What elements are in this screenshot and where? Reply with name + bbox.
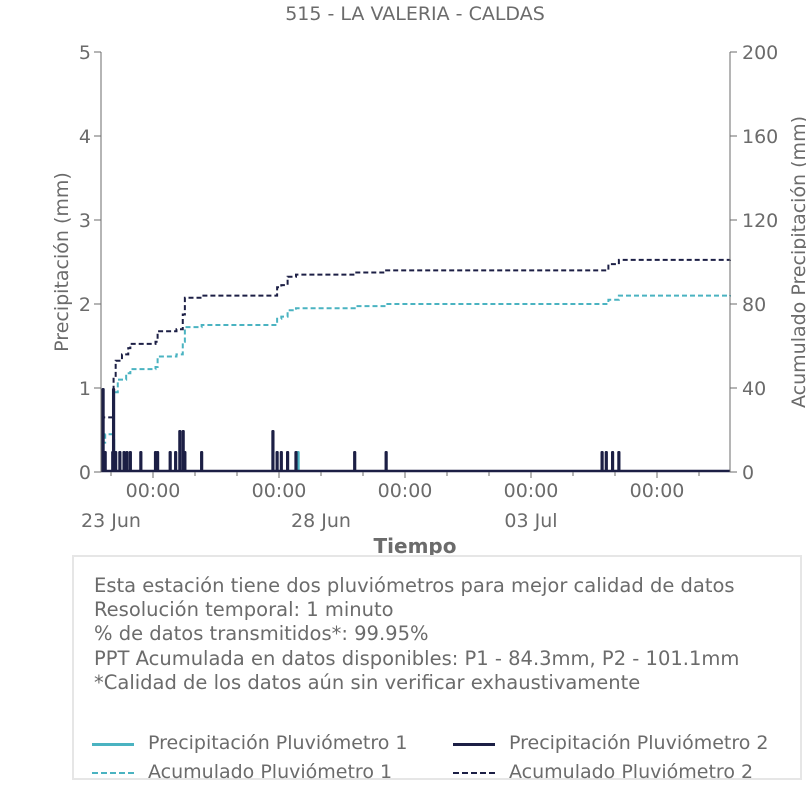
bar-p2 <box>103 451 107 472</box>
info-line: % de datos transmitidos*: 99.95% <box>94 622 429 646</box>
bar-p2 <box>174 451 178 472</box>
bar-p2 <box>122 451 126 472</box>
x-axis-title: Tiempo <box>374 534 457 556</box>
y-tick-label: 1 <box>79 378 91 400</box>
bar-p2 <box>183 451 187 472</box>
y2-tick-label: 200 <box>742 42 778 64</box>
bar-p2 <box>128 451 132 472</box>
x-date-tick-label: 23 Jun <box>81 510 141 532</box>
bar-p2 <box>101 388 105 472</box>
x-time-tick-label: 00:00 <box>378 480 433 502</box>
y-tick-label: 4 <box>79 126 91 148</box>
y-axis-title: Precipitación (mm) <box>51 172 73 352</box>
bar-p2 <box>168 451 172 472</box>
bar-p2 <box>604 451 608 472</box>
x-time-tick-label: 00:00 <box>126 480 181 502</box>
bar-p2 <box>294 451 298 472</box>
bar-p2 <box>279 451 283 472</box>
legend-label: Precipitación Pluviómetro 1 <box>148 732 408 754</box>
bar-p2 <box>610 451 615 472</box>
x-time-tick-label: 00:00 <box>630 480 685 502</box>
y2-axis-title: Acumulado Precipitación (mm) <box>788 116 806 408</box>
bar-p2 <box>600 451 604 472</box>
info-line: *Calidad de los datos aún sin verificar … <box>94 670 641 694</box>
y-tick-label: 0 <box>79 462 91 484</box>
y-tick-label: 2 <box>79 294 91 316</box>
info-line: Resolución temporal: 1 minuto <box>94 598 394 622</box>
chart-title: 515 - LA VALERIA - CALDAS <box>285 3 545 25</box>
legend-label: Acumulado Pluviómetro 2 <box>509 761 754 783</box>
legend-swatch-p2 <box>453 743 495 746</box>
bar-p2 <box>353 451 357 472</box>
bar-p2 <box>617 451 621 472</box>
bar-p2 <box>125 451 129 472</box>
bar-p2 <box>111 388 116 472</box>
bar-p2 <box>271 430 275 472</box>
y-tick-label: 3 <box>79 210 91 232</box>
info-box: Esta estación tiene dos pluviómetros par… <box>72 555 802 783</box>
bar-p2 <box>118 451 122 472</box>
x-date-tick-label: 28 Jun <box>291 510 351 532</box>
y-tick-label: 5 <box>79 42 91 64</box>
axes: 0 1 2 3 4 5 0 40 80 120 160 200 00:00 00:00 00:00 00:00… <box>79 42 778 532</box>
y2-tick-label: 0 <box>742 462 754 484</box>
x-time-tick-label: 00:00 <box>252 480 307 502</box>
x-date-tick-label: 03 Jul <box>504 510 557 532</box>
y2-tick-label: 160 <box>742 126 778 148</box>
legend-swatch-acum-p2 <box>453 772 495 774</box>
info-line: Esta estación tiene dos pluviómetros par… <box>94 574 735 597</box>
y2-tick-label: 40 <box>742 378 766 400</box>
y2-tick-label: 120 <box>742 210 778 232</box>
legend-label: Precipitación Pluviómetro 2 <box>509 732 769 754</box>
bar-p2 <box>384 451 388 472</box>
series-line-acumulado-p2 <box>101 258 731 436</box>
info-text: Esta estación tiene dos pluviómetros par… <box>94 574 739 695</box>
legend-swatch-acum-p1 <box>92 772 134 774</box>
bar-p2 <box>286 451 290 472</box>
y2-tick-label: 80 <box>742 294 766 316</box>
legend-swatch-p1 <box>92 743 134 746</box>
bar-p2 <box>275 451 279 472</box>
bar-p2 <box>139 451 143 472</box>
plot-area <box>101 258 731 473</box>
info-line: PPT Acumulada en datos disponibles: P1 -… <box>94 646 740 670</box>
bar-p2 <box>114 451 118 472</box>
bar-p2 <box>178 430 182 472</box>
bar-p2 <box>156 451 160 472</box>
bar-p2 <box>200 451 204 472</box>
x-time-tick-label: 00:00 <box>504 480 559 502</box>
precipitation-chart: 515 - LA VALERIA - CALDAS 0 1 2 3 4 5 0 40 80 120… <box>51 3 806 556</box>
series-line-acumulado-p1 <box>101 294 731 444</box>
legend-label: Acumulado Pluviómetro 1 <box>148 761 393 783</box>
